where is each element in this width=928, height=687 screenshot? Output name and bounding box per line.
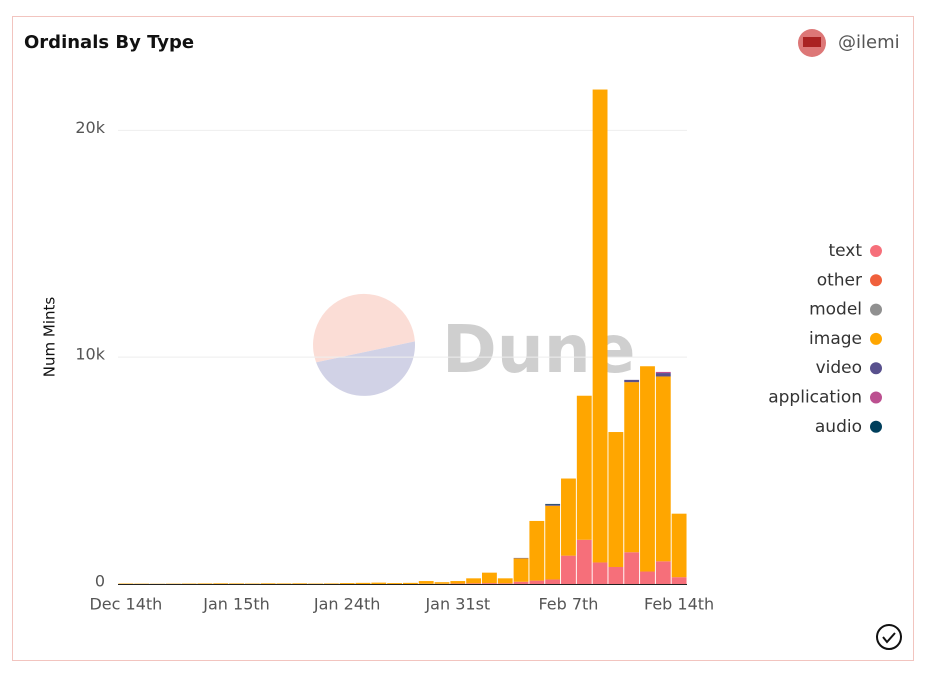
bar-segment [593,562,608,584]
bar-segment [545,505,560,506]
bar-segment [340,583,355,584]
bar-segment [403,583,418,584]
bar-segment [624,552,639,584]
legend-dot [870,304,882,316]
bar-segment [387,583,402,584]
bar-segment [545,504,560,505]
x-tick-label: Dec 14th [89,595,162,614]
bar-segment [435,582,450,584]
x-tick-label: Feb 7th [538,595,598,614]
bar-segment [624,380,639,382]
legend-label: text [828,241,862,261]
chart-title: Ordinals By Type [24,32,194,53]
bar-segment [482,573,497,583]
bar-segment [672,514,687,578]
bar-segment [561,479,576,556]
user-name: @ilemi [838,32,900,53]
bar-segment [545,506,560,580]
bar-segment [198,583,213,584]
x-tick-label: Jan 24th [313,595,381,614]
legend-label: model [809,300,862,320]
legend-dot [870,274,882,286]
bar-segment [498,583,513,584]
bar-segment [482,583,497,584]
legend-label: image [809,329,862,349]
bar-segment [498,578,513,583]
y-tick-label: 10k [75,345,105,364]
bar-segment [640,366,655,571]
bar-segment [419,581,434,584]
bar-segment [213,583,228,584]
bar-segment [277,583,292,584]
legend-dot [870,362,882,374]
bar-segment [656,376,671,561]
bar-segment [229,583,244,584]
x-tick-label: Feb 14th [644,595,714,614]
y-tick-label: 20k [75,118,105,137]
legend-label: audio [815,417,862,437]
bar-segment [356,583,371,584]
avatar-icon [803,37,821,47]
bar-segment [608,567,623,584]
bar-segment [529,581,544,584]
bar-segment [672,577,687,584]
bar-segment [545,579,560,584]
bar-segment [292,583,307,584]
bar-segment [561,556,576,584]
y-tick-label: 0 [95,572,105,591]
bar-segment [450,581,465,583]
bar-segment [593,90,608,563]
bar-segment [371,583,386,584]
bar-segment [656,373,671,376]
legend-dot [870,333,882,345]
legend-label: video [816,358,862,378]
bar-segment [577,540,592,584]
legend-label: application [768,388,862,408]
bar-segment [466,578,481,583]
bar-segment [529,521,544,581]
legend-label: other [817,270,862,290]
bar-segment [514,582,529,584]
legend-dot [870,392,882,404]
legend-dot [870,245,882,257]
legend-dot [870,421,882,433]
bar-segment [608,432,623,567]
bar-segment [466,583,481,584]
bar-segment [324,583,339,584]
bar-segment [577,396,592,540]
bar-segment [261,583,276,584]
bar-segment [656,561,671,584]
bar-segment [514,558,529,581]
bar-segment [640,572,655,584]
x-tick-label: Jan 15th [202,595,270,614]
bar-segment [624,382,639,552]
y-axis-label: Num Mints [41,297,59,378]
bar-segment [656,372,671,373]
x-tick-label: Jan 31st [424,595,490,614]
